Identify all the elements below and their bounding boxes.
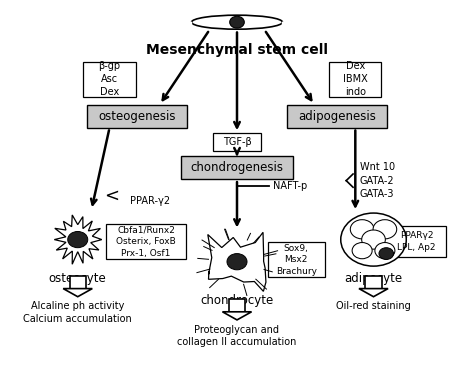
FancyBboxPatch shape xyxy=(387,226,447,257)
Polygon shape xyxy=(229,299,245,312)
Polygon shape xyxy=(359,289,388,297)
Polygon shape xyxy=(222,312,252,320)
Polygon shape xyxy=(365,276,382,289)
Text: chondrogenesis: chondrogenesis xyxy=(191,161,283,174)
Text: osteocyte: osteocyte xyxy=(49,272,107,285)
Circle shape xyxy=(379,248,393,259)
Circle shape xyxy=(362,230,385,249)
Ellipse shape xyxy=(191,15,283,29)
Text: osteogenesis: osteogenesis xyxy=(98,110,176,123)
Text: Cbfa1/Runx2
Osterix, FoxB
Prx-1, Osf1: Cbfa1/Runx2 Osterix, FoxB Prx-1, Osf1 xyxy=(116,225,176,258)
Circle shape xyxy=(230,16,244,28)
FancyBboxPatch shape xyxy=(287,105,387,127)
Circle shape xyxy=(350,220,374,239)
Text: chondrocyte: chondrocyte xyxy=(201,294,273,307)
Text: Dex
IBMX
indo: Dex IBMX indo xyxy=(343,61,368,97)
FancyBboxPatch shape xyxy=(181,156,293,179)
FancyBboxPatch shape xyxy=(83,62,136,97)
Polygon shape xyxy=(55,215,102,264)
Text: PPAR-γ2: PPAR-γ2 xyxy=(130,196,170,206)
Text: adipogenesis: adipogenesis xyxy=(298,110,376,123)
Circle shape xyxy=(373,220,397,239)
Circle shape xyxy=(352,243,372,259)
FancyBboxPatch shape xyxy=(106,224,186,259)
Circle shape xyxy=(375,243,395,259)
Text: PPARγ2
LPL, Ap2: PPARγ2 LPL, Ap2 xyxy=(398,231,436,252)
Circle shape xyxy=(341,213,406,266)
Polygon shape xyxy=(63,289,92,297)
Circle shape xyxy=(68,232,88,248)
Text: TGF-β: TGF-β xyxy=(223,137,251,147)
Text: adipocyte: adipocyte xyxy=(345,272,402,285)
FancyBboxPatch shape xyxy=(87,105,187,127)
Polygon shape xyxy=(208,232,266,291)
Text: Sox9,
Msx2
Brachury: Sox9, Msx2 Brachury xyxy=(276,244,317,276)
Polygon shape xyxy=(178,22,191,25)
Text: Mesenchymal stem cell: Mesenchymal stem cell xyxy=(146,43,328,57)
Circle shape xyxy=(227,253,247,270)
FancyBboxPatch shape xyxy=(268,243,325,277)
Text: Wnt 10
GATA-2
GATA-3: Wnt 10 GATA-2 GATA-3 xyxy=(360,162,395,199)
Text: Oil-red staining: Oil-red staining xyxy=(336,302,411,311)
Text: <: < xyxy=(104,186,119,205)
Text: Proteoglycan and
collagen II accumulation: Proteoglycan and collagen II accumulatio… xyxy=(177,325,297,347)
Text: NAFT-p: NAFT-p xyxy=(273,181,308,191)
Polygon shape xyxy=(283,22,296,25)
Text: Alcaline ph activity
Calcium accumulation: Alcaline ph activity Calcium accumulatio… xyxy=(23,302,132,324)
Polygon shape xyxy=(70,276,86,289)
FancyBboxPatch shape xyxy=(329,62,382,97)
Text: β-gp
Asc
Dex: β-gp Asc Dex xyxy=(99,61,121,97)
FancyBboxPatch shape xyxy=(213,133,261,151)
